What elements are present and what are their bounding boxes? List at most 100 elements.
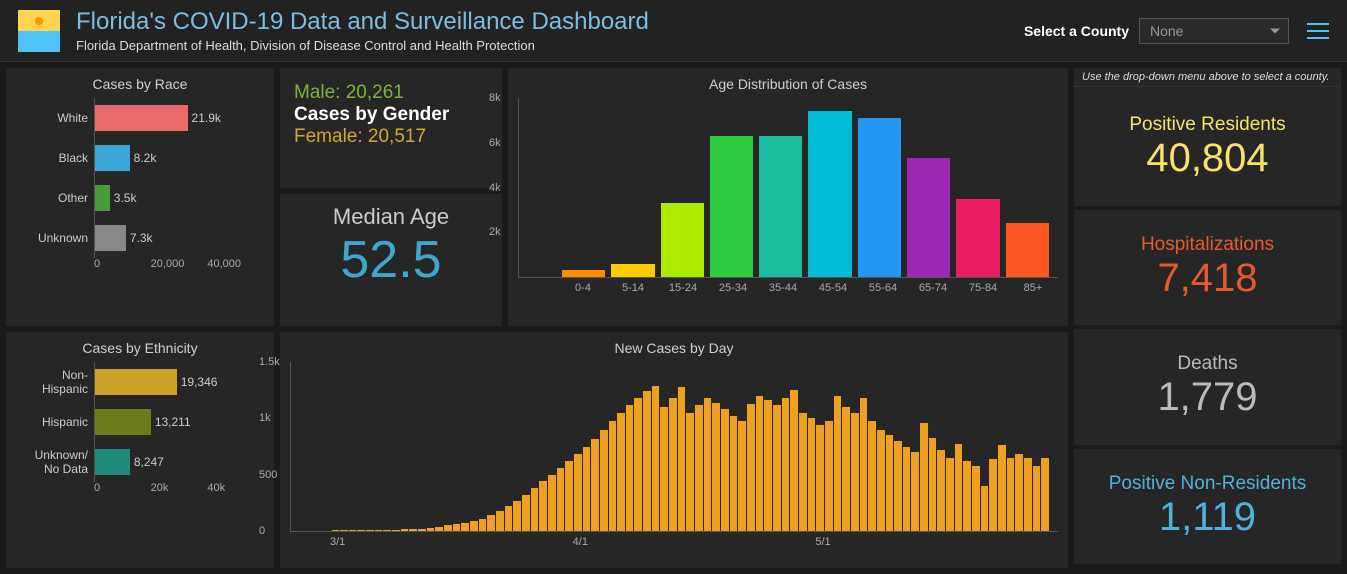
bar[interactable] bbox=[95, 105, 188, 131]
day-bar[interactable] bbox=[825, 421, 833, 531]
day-bar[interactable] bbox=[332, 530, 340, 531]
hamburger-menu-icon[interactable] bbox=[1307, 18, 1329, 44]
day-bar[interactable] bbox=[487, 515, 495, 531]
day-bar[interactable] bbox=[704, 398, 712, 531]
bar[interactable] bbox=[95, 449, 130, 475]
day-bar[interactable] bbox=[1024, 458, 1032, 531]
day-bar[interactable] bbox=[383, 530, 391, 531]
day-bar[interactable] bbox=[461, 523, 469, 531]
day-bar[interactable] bbox=[392, 530, 400, 531]
age-bar[interactable] bbox=[858, 118, 901, 277]
day-bar[interactable] bbox=[894, 441, 902, 531]
day-bar[interactable] bbox=[989, 459, 997, 531]
age-bar[interactable] bbox=[710, 136, 753, 277]
day-bar[interactable] bbox=[738, 421, 746, 531]
day-bar[interactable] bbox=[444, 525, 452, 531]
county-dropdown[interactable]: None bbox=[1139, 18, 1289, 44]
day-bar[interactable] bbox=[851, 413, 859, 531]
day-bar[interactable] bbox=[366, 530, 374, 531]
age-bar[interactable] bbox=[661, 203, 704, 277]
day-bar[interactable] bbox=[1015, 454, 1023, 531]
day-bar[interactable] bbox=[903, 447, 911, 532]
day-bar[interactable] bbox=[583, 447, 591, 532]
age-bar[interactable] bbox=[759, 136, 802, 277]
day-bar[interactable] bbox=[868, 421, 876, 531]
day-bar[interactable] bbox=[998, 445, 1006, 531]
day-bar[interactable] bbox=[643, 391, 651, 531]
day-bar[interactable] bbox=[600, 430, 608, 531]
day-bar[interactable] bbox=[557, 468, 565, 531]
age-bar[interactable] bbox=[611, 264, 654, 277]
bar[interactable] bbox=[95, 185, 110, 211]
day-bar[interactable] bbox=[617, 413, 625, 531]
day-bar[interactable] bbox=[652, 386, 660, 531]
day-bar[interactable] bbox=[409, 529, 417, 531]
day-bar[interactable] bbox=[842, 407, 850, 531]
age-bar[interactable] bbox=[1006, 223, 1049, 277]
day-bar[interactable] bbox=[955, 444, 963, 531]
day-bar[interactable] bbox=[730, 416, 738, 531]
day-bar[interactable] bbox=[505, 506, 513, 531]
age-bar[interactable] bbox=[562, 270, 605, 277]
day-bar[interactable] bbox=[782, 398, 790, 531]
day-bar[interactable] bbox=[963, 461, 971, 531]
day-bar[interactable] bbox=[834, 396, 842, 531]
day-bar[interactable] bbox=[764, 400, 772, 531]
day-bar[interactable] bbox=[937, 450, 945, 531]
day-bar[interactable] bbox=[453, 524, 461, 531]
day-bar[interactable] bbox=[808, 418, 816, 531]
day-bar[interactable] bbox=[539, 481, 547, 531]
day-bar[interactable] bbox=[609, 421, 617, 531]
day-bar[interactable] bbox=[401, 529, 409, 531]
day-bar[interactable] bbox=[340, 530, 348, 531]
day-bar[interactable] bbox=[686, 413, 694, 531]
day-bar[interactable] bbox=[1033, 466, 1041, 531]
day-bar[interactable] bbox=[522, 495, 530, 531]
day-bar[interactable] bbox=[591, 439, 599, 531]
day-bar[interactable] bbox=[1041, 458, 1049, 531]
age-bar[interactable] bbox=[907, 158, 950, 277]
day-bar[interactable] bbox=[920, 423, 928, 531]
day-bar[interactable] bbox=[877, 430, 885, 531]
day-bar[interactable] bbox=[981, 486, 989, 531]
day-bar[interactable] bbox=[531, 488, 539, 531]
day-bar[interactable] bbox=[634, 398, 642, 531]
day-bar[interactable] bbox=[747, 404, 755, 531]
day-bar[interactable] bbox=[712, 403, 720, 531]
day-bar[interactable] bbox=[799, 413, 807, 531]
day-bar[interactable] bbox=[427, 528, 435, 531]
day-bar[interactable] bbox=[886, 435, 894, 531]
day-bar[interactable] bbox=[929, 438, 937, 532]
day-bar[interactable] bbox=[721, 409, 729, 531]
day-bar[interactable] bbox=[574, 454, 582, 531]
day-bar[interactable] bbox=[548, 475, 556, 531]
age-bar[interactable] bbox=[956, 199, 999, 277]
day-bar[interactable] bbox=[946, 458, 954, 531]
day-bar[interactable] bbox=[565, 461, 573, 531]
day-bar[interactable] bbox=[972, 466, 980, 531]
bar[interactable] bbox=[95, 409, 151, 435]
day-bar[interactable] bbox=[513, 501, 521, 531]
day-bar[interactable] bbox=[669, 398, 677, 531]
day-bar[interactable] bbox=[756, 396, 764, 531]
day-bar[interactable] bbox=[349, 530, 357, 531]
day-bar[interactable] bbox=[911, 452, 919, 531]
day-bar[interactable] bbox=[375, 530, 383, 531]
day-bar[interactable] bbox=[678, 387, 686, 531]
day-bar[interactable] bbox=[816, 425, 824, 531]
day-bar[interactable] bbox=[496, 511, 504, 531]
day-bar[interactable] bbox=[1007, 458, 1015, 531]
day-bar[interactable] bbox=[418, 529, 426, 531]
day-bar[interactable] bbox=[435, 527, 443, 532]
bar[interactable] bbox=[95, 145, 130, 171]
day-bar[interactable] bbox=[479, 519, 487, 531]
day-bar[interactable] bbox=[773, 405, 781, 531]
day-bar[interactable] bbox=[626, 405, 634, 531]
day-bar[interactable] bbox=[860, 398, 868, 531]
day-bar[interactable] bbox=[357, 530, 365, 531]
day-bar[interactable] bbox=[790, 390, 798, 531]
age-bar[interactable] bbox=[808, 111, 851, 277]
bar[interactable] bbox=[95, 225, 126, 251]
bar[interactable] bbox=[95, 369, 177, 395]
day-bar[interactable] bbox=[470, 521, 478, 531]
